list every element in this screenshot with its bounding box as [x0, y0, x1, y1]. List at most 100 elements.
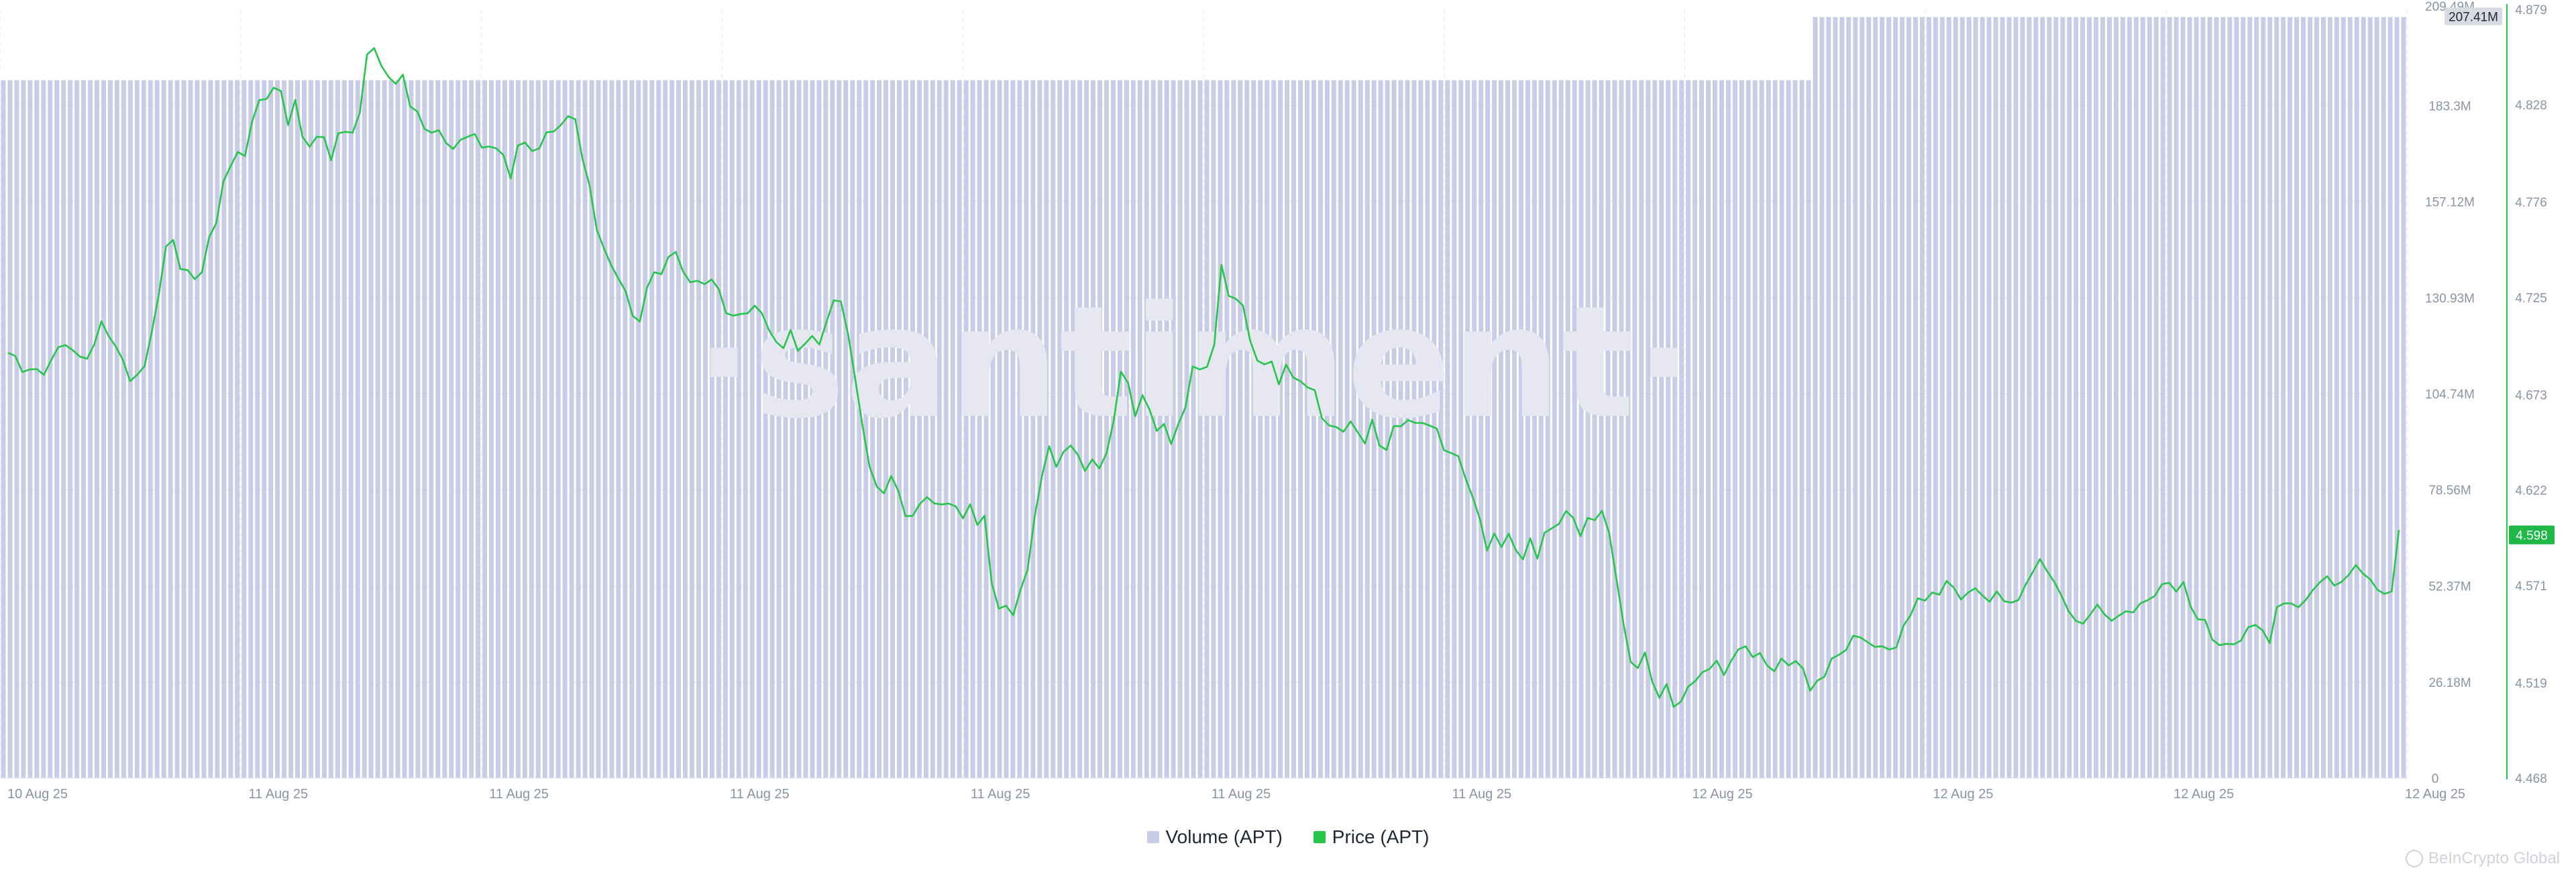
volume-bar — [208, 80, 213, 779]
volume-bar — [1532, 80, 1537, 779]
volume-bar — [1725, 80, 1731, 779]
legend: Volume (APT) Price (APT) — [0, 826, 2576, 848]
volume-bar — [2394, 17, 2400, 778]
volume-bar — [1472, 80, 1477, 779]
volume-bar — [1271, 80, 1277, 779]
volume-bar — [1458, 80, 1464, 779]
volume-bar — [2180, 17, 2186, 778]
volume-bar — [1291, 80, 1297, 779]
volume-bar — [1265, 80, 1270, 779]
volume-bar — [1017, 80, 1022, 779]
volume-bar — [174, 80, 180, 779]
volume-bar — [301, 80, 307, 779]
volume-bar — [449, 80, 454, 779]
volume-bar — [282, 80, 287, 779]
volume-bar — [1752, 80, 1758, 779]
volume-bar — [1184, 80, 1189, 779]
volume-bar — [355, 80, 360, 779]
volume-bar — [1238, 80, 1243, 779]
volume-bar — [1746, 80, 1751, 779]
volume-bar — [148, 80, 153, 779]
volume-bar — [2006, 17, 2012, 778]
volume-bar — [1499, 80, 1504, 779]
x-tick-label: 11 Aug 25 — [1452, 787, 1511, 802]
volume-bar — [609, 80, 614, 779]
y-right-tick-label: 4.571 — [2515, 580, 2547, 594]
volume-bar — [2140, 17, 2145, 778]
volume-bar — [1485, 80, 1491, 779]
legend-item-price[interactable]: Price (APT) — [1313, 826, 1429, 848]
volume-bar — [1511, 80, 1517, 779]
volume-bar — [1926, 17, 1931, 778]
volume-bar — [769, 80, 775, 779]
volume-bar — [1, 80, 6, 779]
volume-bar — [1304, 80, 1309, 779]
volume-bar — [508, 80, 514, 779]
volume-bar — [415, 80, 421, 779]
volume-bar — [2314, 17, 2319, 778]
legend-item-volume[interactable]: Volume (APT) — [1146, 826, 1283, 848]
volume-bar — [1886, 17, 1892, 778]
volume-bar — [2060, 17, 2065, 778]
volume-bar — [2020, 17, 2025, 778]
volume-bar — [48, 80, 53, 779]
volume-bar — [1980, 17, 1985, 778]
volume-bar — [1933, 17, 1938, 778]
volume-bar — [168, 80, 173, 779]
volume-bar — [2294, 17, 2300, 778]
volume-bar — [215, 80, 220, 779]
volume-bar — [643, 80, 648, 779]
volume-bar — [2027, 17, 2032, 778]
volume-bar — [1218, 80, 1223, 779]
volume-bar — [983, 80, 989, 779]
volume-bar — [1826, 17, 1831, 778]
volume-bar — [1592, 80, 1597, 779]
volume-bar — [409, 80, 414, 779]
volume-bar — [1344, 80, 1350, 779]
volume-bar — [1880, 17, 1885, 778]
y-left-tick-label: 157.12M — [2425, 195, 2475, 209]
volume-bar — [1525, 80, 1530, 779]
volume-bar — [1358, 80, 1363, 779]
volume-bar — [863, 80, 869, 779]
volume-bar — [1258, 80, 1263, 779]
volume-bar — [783, 80, 788, 779]
volume-bar — [1091, 80, 1096, 779]
volume-value-badge-label: 207.41M — [2449, 10, 2498, 24]
volume-bar — [68, 80, 73, 779]
volume-bar — [1799, 80, 1805, 779]
volume-bar — [957, 80, 962, 779]
volume-bar — [1405, 80, 1410, 779]
volume-bar — [1278, 80, 1283, 779]
price-value-badge — [2509, 525, 2555, 545]
volume-bar — [1565, 80, 1570, 779]
volume-bar — [2187, 17, 2192, 778]
credit: BeInCrypto Global — [2405, 849, 2560, 868]
volume-bar — [903, 80, 908, 779]
volume-bar — [2354, 17, 2359, 778]
volume-bar — [1839, 17, 1845, 778]
volume-bar — [2167, 17, 2172, 778]
volume-bar — [1792, 80, 1798, 779]
volume-bar — [2307, 17, 2312, 778]
volume-bar — [1538, 80, 1544, 779]
volume-bar — [2254, 17, 2259, 778]
volume-bar — [2080, 17, 2086, 778]
volume-bar — [2267, 17, 2273, 778]
volume-bar — [134, 80, 140, 779]
volume-bar — [776, 80, 782, 779]
volume-bar — [1137, 80, 1142, 779]
y-right-tick-label: 4.725 — [2515, 291, 2547, 305]
axes: 26.18M 52.37M 78.56M 104.74M 130.93M 157.12M 1… — [0, 0, 2555, 802]
volume-bar — [335, 80, 340, 779]
volume-bar — [629, 80, 635, 779]
y-left-tick-label: 130.93M — [2425, 292, 2475, 306]
volume-bar — [1418, 80, 1424, 779]
volume-bar — [1211, 80, 1216, 779]
x-tick-label: 11 Aug 25 — [1212, 787, 1271, 802]
volume-bar — [476, 80, 481, 779]
volume-bar — [1398, 80, 1403, 779]
volume-bar — [1285, 80, 1290, 779]
volume-bar — [388, 80, 394, 779]
volume-bar — [21, 80, 26, 779]
